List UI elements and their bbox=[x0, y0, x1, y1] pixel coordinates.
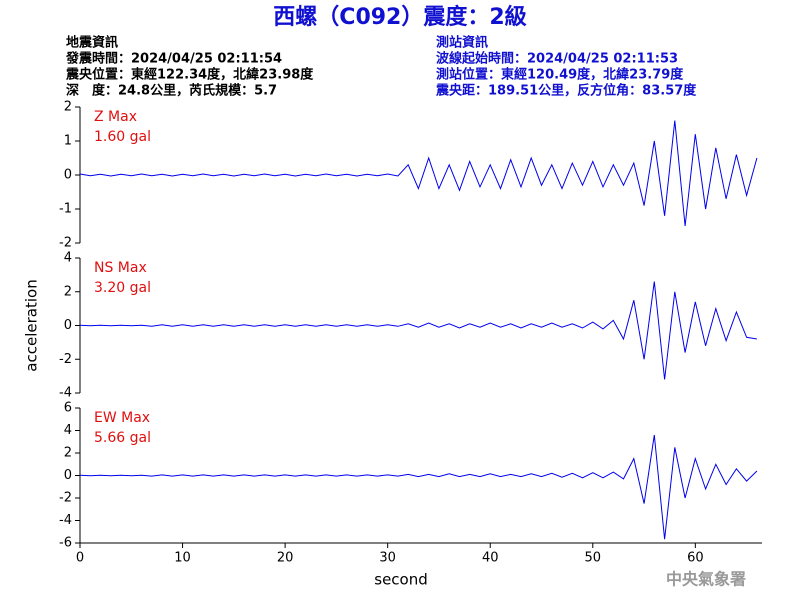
y-tick-label: 1 bbox=[64, 134, 72, 149]
x-tick-label: 30 bbox=[379, 551, 396, 566]
y-tick-label: 4 bbox=[64, 251, 72, 266]
info-left: 震央位置：東經122.34度，北緯23.98度 bbox=[65, 67, 314, 83]
x-axis-label: second bbox=[374, 571, 428, 589]
x-tick-label: 40 bbox=[482, 551, 499, 566]
y-tick-label: -1 bbox=[59, 202, 72, 217]
max-annotation: NS Max bbox=[94, 260, 147, 276]
y-tick-label: 2 bbox=[64, 100, 72, 115]
y-tick-label: 4 bbox=[64, 423, 72, 438]
max-annotation: 5.66 gal bbox=[94, 430, 151, 446]
x-tick-label: 50 bbox=[585, 551, 602, 566]
info-right: 波線起始時間：2024/04/25 02:11:53 bbox=[436, 51, 678, 67]
info-right: 震央距：189.51公里，反方位角：83.57度 bbox=[435, 83, 697, 99]
x-tick-label: 60 bbox=[687, 551, 704, 566]
y-tick-label: 0 bbox=[64, 168, 72, 183]
title: 西螺（C092）震度：2級 bbox=[273, 4, 526, 30]
info-right: 測站位置：東經120.49度，北緯23.79度 bbox=[436, 67, 684, 83]
info-right: 測站資訊 bbox=[436, 35, 488, 51]
y-tick-label: 6 bbox=[64, 401, 72, 416]
max-annotation: 1.60 gal bbox=[94, 129, 151, 145]
max-annotation: EW Max bbox=[94, 410, 150, 426]
waveform bbox=[79, 434, 758, 540]
x-tick-label: 20 bbox=[277, 551, 294, 566]
y-tick-label: 2 bbox=[64, 284, 72, 299]
y-tick-label: -4 bbox=[59, 513, 72, 528]
info-left: 深 度：24.8公里，芮氏規模：5.7 bbox=[66, 83, 277, 99]
y-tick-label: -2 bbox=[59, 491, 72, 506]
max-annotation: Z Max bbox=[94, 109, 137, 125]
y-tick-label: 0 bbox=[64, 318, 72, 333]
info-left: 發震時間：2024/04/25 02:11:54 bbox=[65, 51, 282, 67]
y-tick-label: -4 bbox=[59, 386, 72, 401]
info-left: 地震資訊 bbox=[66, 35, 118, 51]
y-tick-label: 0 bbox=[64, 468, 72, 483]
y-tick-label: -6 bbox=[59, 536, 72, 551]
footer: 中央氣象署 bbox=[666, 570, 746, 589]
max-annotation: 3.20 gal bbox=[94, 280, 151, 296]
y-tick-label: -2 bbox=[59, 236, 72, 251]
waveform bbox=[79, 281, 757, 380]
y-tick-label: 2 bbox=[64, 446, 72, 461]
y-tick-label: -2 bbox=[59, 352, 72, 367]
x-tick-label: 0 bbox=[76, 551, 84, 566]
x-tick-label: 10 bbox=[174, 551, 191, 566]
waveform bbox=[79, 120, 758, 227]
y-axis-label: acceleration bbox=[23, 279, 41, 371]
